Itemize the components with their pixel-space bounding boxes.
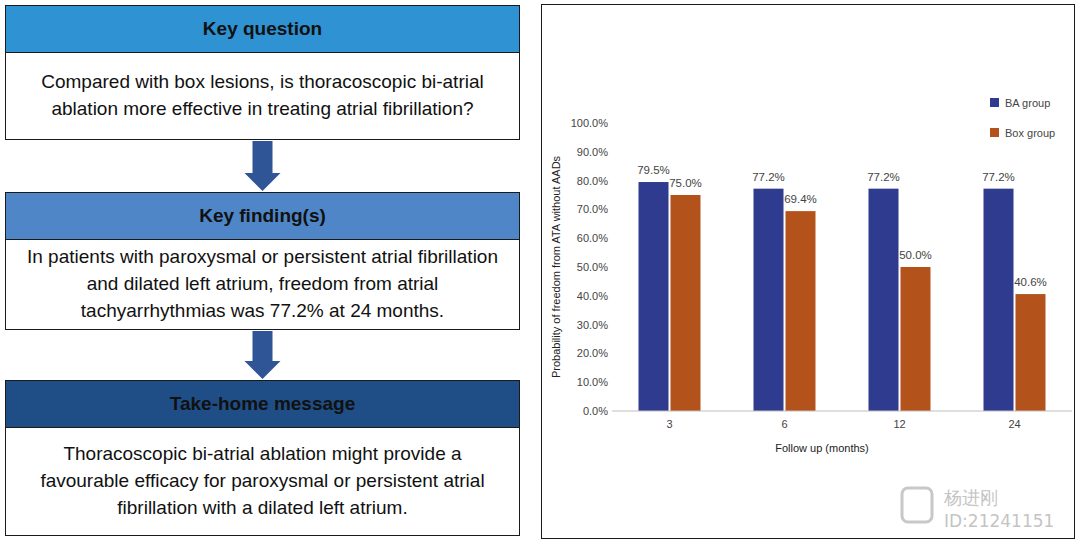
bar — [984, 189, 1014, 411]
y-tick-label: 40.0% — [577, 290, 608, 302]
y-tick-label: 50.0% — [577, 261, 608, 273]
y-tick-label: 20.0% — [577, 347, 608, 359]
x-tick-label: 24 — [1008, 418, 1020, 430]
y-axis-title: Probability of freedom from ATA without … — [550, 155, 562, 378]
bar — [754, 189, 784, 411]
data-label: 75.0% — [669, 177, 702, 189]
step-text: Thoracoscopic bi-atrial ablation might p… — [5, 428, 520, 536]
x-tick-label: 12 — [893, 418, 905, 430]
x-axis-line — [612, 411, 1072, 412]
legend-swatch — [990, 98, 999, 107]
data-label: 77.2% — [752, 171, 785, 183]
bar — [901, 267, 931, 411]
x-tick-label: 3 — [666, 418, 672, 430]
data-label: 79.5% — [637, 164, 670, 176]
data-label: 77.2% — [867, 171, 900, 183]
y-tick-label: 0.0% — [583, 405, 608, 417]
bar — [639, 182, 669, 411]
y-tick-label: 90.0% — [577, 146, 608, 158]
data-label: 69.4% — [784, 193, 817, 205]
step-header: Key finding(s) — [5, 192, 520, 240]
data-label: 50.0% — [899, 249, 932, 261]
watermark-icon — [902, 488, 932, 522]
y-tick-label: 80.0% — [577, 175, 608, 187]
watermark-name: 杨进刚 — [943, 487, 998, 508]
bar — [786, 211, 816, 411]
data-label: 77.2% — [982, 171, 1015, 183]
step-header: Key question — [5, 5, 520, 53]
y-tick-label: 30.0% — [577, 319, 608, 331]
data-label: 40.6% — [1014, 276, 1047, 288]
y-tick-label: 70.0% — [577, 203, 608, 215]
flow-arrow — [245, 141, 281, 191]
step-header: Take-home message — [5, 380, 520, 428]
legend-label: BA group — [1005, 97, 1050, 109]
y-tick-label: 60.0% — [577, 232, 608, 244]
step-text: Compared with box lesions, is thoracosco… — [5, 53, 520, 140]
bar — [1016, 294, 1046, 411]
x-axis-title: Follow up (months) — [775, 442, 869, 454]
legend-swatch — [990, 128, 999, 137]
legend-label: Box group — [1005, 127, 1055, 139]
flow-arrow — [245, 331, 281, 379]
y-tick-label: 100.0% — [571, 117, 609, 129]
bars — [639, 182, 1046, 411]
y-tick-label: 10.0% — [577, 376, 608, 388]
bar — [671, 195, 701, 411]
x-tick-label: 6 — [781, 418, 787, 430]
bar — [869, 189, 899, 411]
step-text: In patients with paroxysmal or persisten… — [5, 240, 520, 330]
watermark-id: ID:21241151 — [944, 511, 1054, 531]
chart-svg: 0.0% 10.0% 20.0% 30.0% 40.0% 50.0% 60.0% 70.0% 8… — [0, 0, 1080, 543]
